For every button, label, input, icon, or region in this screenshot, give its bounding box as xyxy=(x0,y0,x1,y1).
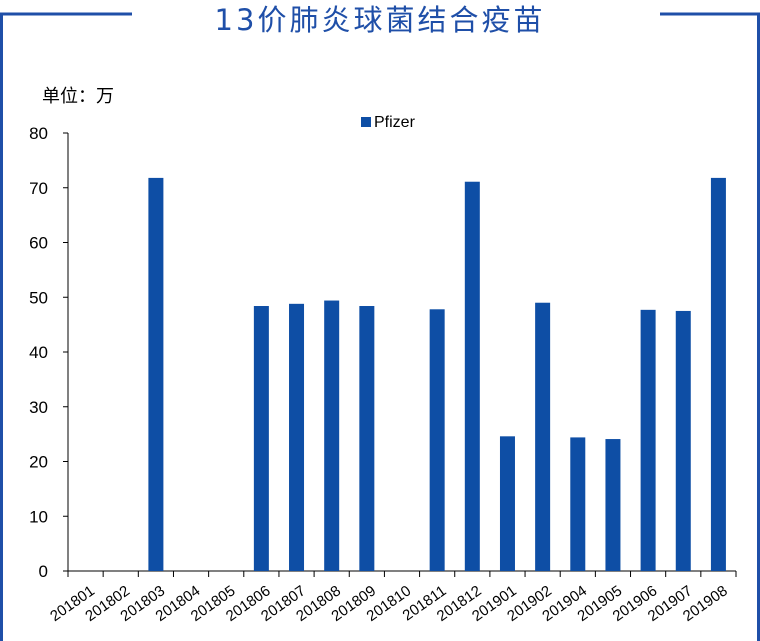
unit-label: 单位：万 xyxy=(42,86,114,107)
bar xyxy=(535,302,551,571)
bar xyxy=(148,177,164,571)
bar xyxy=(359,306,375,571)
bar xyxy=(499,436,515,571)
bar xyxy=(324,300,340,571)
bar xyxy=(253,306,269,571)
y-tick-label: 70 xyxy=(29,179,48,198)
legend-swatch xyxy=(361,117,371,127)
bar xyxy=(570,437,586,571)
y-tick-label: 50 xyxy=(29,288,48,307)
chart-title: 13价肺炎球菌结合疫苗 xyxy=(214,3,546,37)
y-tick-label: 40 xyxy=(29,343,48,362)
y-tick-label: 10 xyxy=(29,507,48,526)
bar xyxy=(710,177,726,571)
bar xyxy=(464,181,480,572)
y-tick-label: 20 xyxy=(29,453,48,472)
legend-label: Pfizer xyxy=(374,114,416,131)
bar xyxy=(429,309,445,571)
bar xyxy=(605,439,621,571)
y-tick-label: 0 xyxy=(39,562,48,581)
y-tick-label: 30 xyxy=(29,398,48,417)
y-tick-label: 80 xyxy=(29,124,48,143)
bar xyxy=(675,310,691,571)
bar xyxy=(289,303,305,571)
bar xyxy=(640,309,656,571)
y-tick-label: 60 xyxy=(29,234,48,253)
